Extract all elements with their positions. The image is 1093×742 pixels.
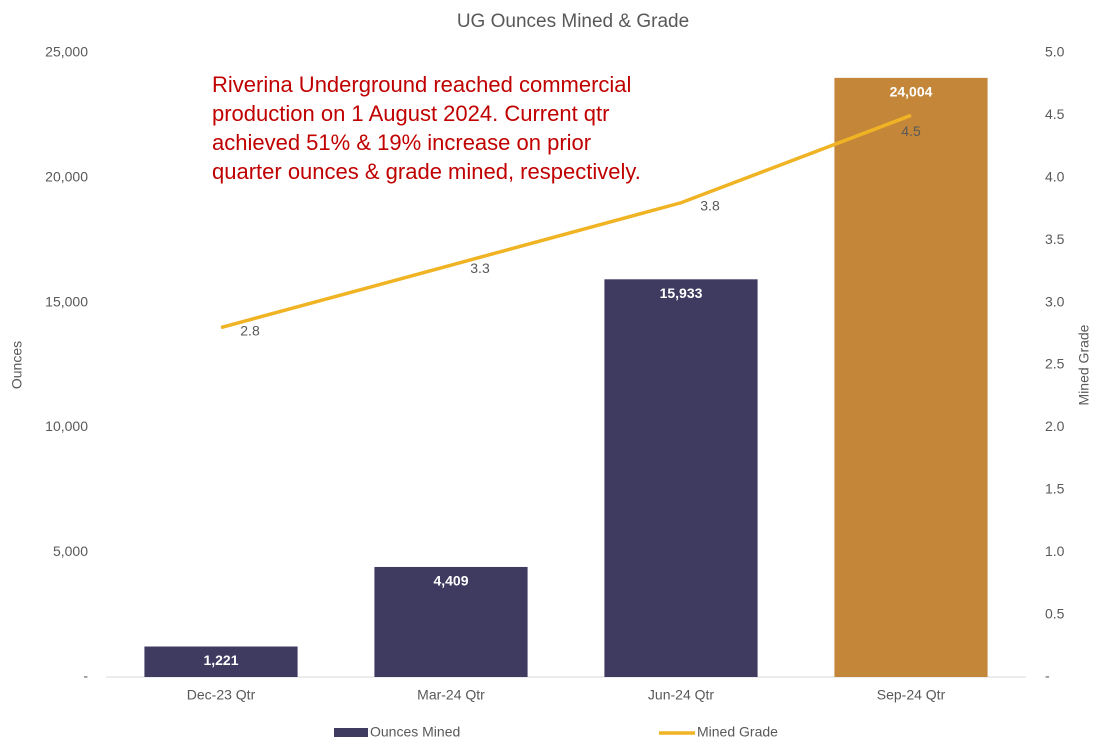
line xyxy=(220,113,912,330)
line-value-label: 2.8 xyxy=(240,322,260,338)
y-tick-label: 10,000 xyxy=(45,418,88,434)
y2-tick-label: 1.0 xyxy=(1045,543,1065,559)
y2-tick-label: 2.0 xyxy=(1045,418,1065,434)
y2-tick-label: 4.0 xyxy=(1045,169,1065,185)
bar xyxy=(374,566,528,677)
y-tick-label: 25,000 xyxy=(45,44,88,60)
y-tick-label: 5,000 xyxy=(53,543,88,559)
y2-tick-label: 1.5 xyxy=(1045,481,1065,497)
x-tick-label: Sep-24 Qtr xyxy=(877,687,946,703)
bar xyxy=(834,77,988,677)
y2-tick-label: 3.0 xyxy=(1045,293,1065,309)
bar-value-label: 15,933 xyxy=(660,285,703,301)
x-tick-label: Dec-23 Qtr xyxy=(187,687,256,703)
line-value-label: 3.8 xyxy=(700,197,720,213)
y-axis-title: Ounces xyxy=(9,341,25,389)
line-value-label: 4.5 xyxy=(901,123,921,139)
annotation: quarter ounces & grade mined, respective… xyxy=(212,159,641,184)
legend-label: Ounces Mined xyxy=(370,724,460,740)
y-tick-label: 20,000 xyxy=(45,169,88,185)
annotation: achieved 51% & 19% increase on prior xyxy=(212,130,591,155)
annotation: Riverina Underground reached commercial xyxy=(212,72,631,97)
x-tick-label: Jun-24 Qtr xyxy=(648,687,714,703)
y-tick-label: - xyxy=(83,668,88,684)
y2-tick-label: 3.5 xyxy=(1045,231,1065,247)
chart-title: UG Ounces Mined & Grade xyxy=(457,11,689,32)
y2-tick-label: - xyxy=(1045,668,1050,684)
bar xyxy=(604,279,758,677)
bar-value-label: 24,004 xyxy=(890,84,933,100)
line-value-label: 3.3 xyxy=(470,260,490,276)
bar-value-label: 4,409 xyxy=(433,573,468,589)
bar-value-label: 1,221 xyxy=(203,652,238,668)
y2-tick-label: 0.5 xyxy=(1045,605,1065,621)
annotation: production on 1 August 2024. Current qtr xyxy=(212,101,609,126)
y-tick-label: 15,000 xyxy=(45,293,88,309)
x-tick-label: Mar-24 Qtr xyxy=(417,687,485,703)
y2-tick-label: 4.5 xyxy=(1045,106,1065,122)
bar xyxy=(144,646,298,677)
legend-label: Mined Grade xyxy=(697,724,778,740)
y2-tick-label: 5.0 xyxy=(1045,44,1065,60)
y2-tick-label: 2.5 xyxy=(1045,356,1065,372)
legend-swatch xyxy=(334,728,368,737)
y2-axis-title: Mined Grade xyxy=(1076,324,1092,405)
